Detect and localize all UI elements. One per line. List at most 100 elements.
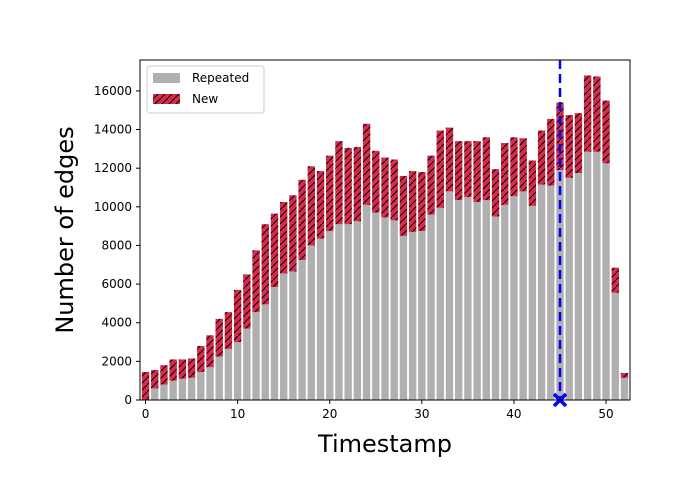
bar-repeated xyxy=(611,292,619,400)
bar-repeated xyxy=(243,328,251,400)
bar-repeated xyxy=(280,273,288,400)
plot-frame xyxy=(139,59,631,401)
bar-new xyxy=(427,155,435,215)
bar-new xyxy=(593,76,601,152)
bar-new xyxy=(169,359,177,381)
bar-repeated xyxy=(464,197,472,400)
bar-repeated xyxy=(381,217,389,400)
y-tick-label: 6000 xyxy=(101,277,132,291)
bar-new xyxy=(436,130,444,208)
bar-new xyxy=(298,179,306,260)
bar-new xyxy=(510,137,518,197)
bar-repeated xyxy=(224,348,233,400)
x-tick-label: 30 xyxy=(414,407,429,421)
bar-new xyxy=(206,335,214,368)
bar-new xyxy=(316,171,325,239)
bar-new xyxy=(583,75,592,152)
bar-repeated xyxy=(408,231,417,400)
bar-repeated xyxy=(528,205,537,400)
bar-new xyxy=(565,115,573,178)
y-axis-ticks: 0 2000 4000 6000 8000 10000 12000 14000 16000 xyxy=(94,84,140,407)
bar-new xyxy=(307,166,315,246)
y-tick-label: 4000 xyxy=(101,316,132,330)
bar-repeated xyxy=(344,224,352,400)
bar-new xyxy=(224,312,233,349)
bar-new xyxy=(390,159,398,221)
bar-new xyxy=(501,143,509,205)
bar-repeated xyxy=(215,356,223,400)
bar-repeated xyxy=(491,216,500,400)
bar-repeated xyxy=(261,304,269,400)
bar-new xyxy=(491,169,500,217)
bar-repeated xyxy=(482,200,490,400)
bar-repeated xyxy=(510,196,518,400)
bar-new xyxy=(455,141,463,201)
bar-repeated xyxy=(519,191,527,400)
bar-new xyxy=(280,201,288,274)
bar-repeated xyxy=(353,221,362,400)
y-tick-label: 16000 xyxy=(94,84,132,98)
bar-repeated xyxy=(169,380,177,400)
bar-repeated xyxy=(335,224,343,400)
bar-repeated xyxy=(501,204,509,400)
bar-new xyxy=(445,127,454,192)
bar-new xyxy=(289,195,297,272)
x-axis-title: Timestamp xyxy=(317,430,452,458)
bar-new xyxy=(187,358,196,378)
bar-new xyxy=(353,146,362,222)
bar-repeated xyxy=(399,235,408,400)
bar-repeated xyxy=(390,220,398,400)
bar-repeated xyxy=(445,191,454,400)
y-tick-label: 8000 xyxy=(101,238,132,252)
bar-new xyxy=(270,213,279,287)
bar-new xyxy=(537,130,546,185)
bar-new xyxy=(519,138,527,192)
bar-new xyxy=(215,318,223,357)
bar-new xyxy=(233,289,242,343)
bar-new xyxy=(151,370,159,389)
bar-new xyxy=(141,371,150,400)
legend-label-new: New xyxy=(192,92,218,106)
bar-new xyxy=(620,372,629,378)
bar-repeated xyxy=(252,312,260,400)
bar-repeated xyxy=(620,377,629,400)
bar-repeated xyxy=(316,238,325,400)
y-tick-label: 12000 xyxy=(94,161,132,175)
x-tick-label: 10 xyxy=(230,407,245,421)
bar-new xyxy=(178,359,187,379)
bar-repeated xyxy=(583,151,592,400)
y-tick-label: 0 xyxy=(124,393,132,407)
bar-new xyxy=(252,250,260,313)
bar-new xyxy=(482,137,490,201)
bar-new xyxy=(547,118,555,186)
legend: Repeated New xyxy=(146,65,265,114)
bar-repeated xyxy=(372,212,380,400)
bar-new xyxy=(528,160,537,206)
bar-repeated xyxy=(427,214,435,400)
bar-new xyxy=(243,274,251,329)
bar-repeated xyxy=(289,271,297,400)
y-axis-title: Number of edges xyxy=(51,126,79,333)
bars-group xyxy=(141,75,629,400)
bar-repeated xyxy=(197,371,205,400)
y-tick-label: 14000 xyxy=(94,123,132,137)
x-tick-label: 20 xyxy=(322,407,337,421)
bar-new xyxy=(418,172,426,231)
bar-new xyxy=(399,175,408,236)
bar-repeated xyxy=(362,204,371,400)
bar-repeated xyxy=(537,184,546,400)
legend-label-repeated: Repeated xyxy=(192,71,249,85)
bar-repeated xyxy=(178,378,187,400)
x-tick-label: 0 xyxy=(142,407,150,421)
bar-new xyxy=(372,150,380,213)
bar-repeated xyxy=(298,259,306,400)
bar-new xyxy=(335,141,343,225)
bar-repeated xyxy=(602,163,610,400)
bar-new xyxy=(408,171,417,232)
bar-repeated xyxy=(233,342,242,400)
bar-new xyxy=(344,147,352,225)
x-tick-label: 40 xyxy=(506,407,521,421)
y-tick-label: 10000 xyxy=(94,200,132,214)
bar-new xyxy=(602,100,610,164)
